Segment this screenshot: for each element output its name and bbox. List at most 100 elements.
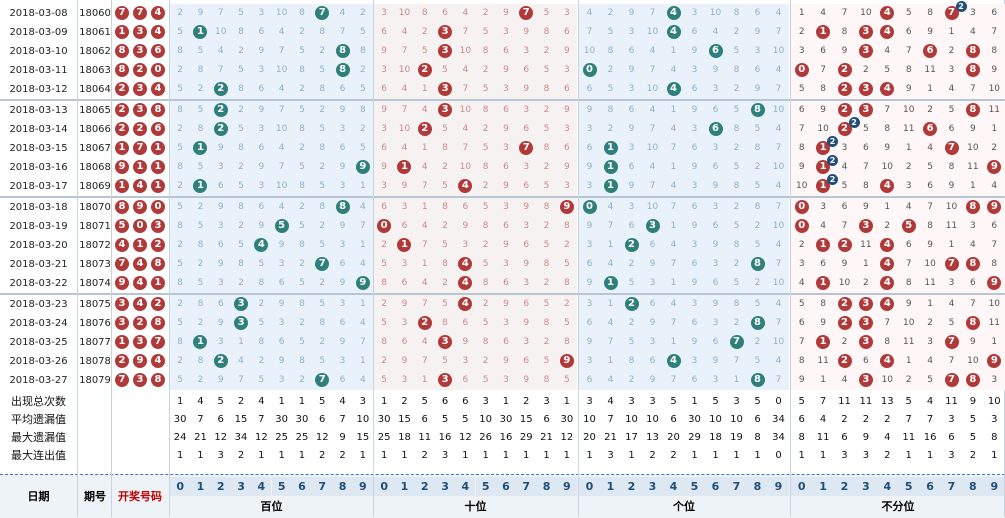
omission-value: 7 [421, 181, 428, 191]
omission-value: 5 [197, 105, 204, 115]
omission-value: 6 [712, 162, 719, 172]
omission-value: 3 [691, 299, 698, 309]
hit-ball: 7 [729, 335, 744, 349]
hit-ball: 7 [944, 257, 959, 271]
stat-value: 30 [688, 414, 701, 425]
stat-value: 7 [197, 414, 204, 425]
hit-ball: 3 [438, 44, 453, 58]
stat-value: 6 [948, 432, 955, 443]
omission-value: 9 [905, 299, 912, 309]
digit-header: 8 [747, 477, 768, 496]
omission-value: 10 [275, 181, 288, 191]
omission-value: 4 [421, 105, 428, 115]
omission-value: 3 [401, 202, 408, 212]
stat-value: 7 [258, 414, 265, 425]
digit-header: 8 [962, 477, 984, 496]
omission-value: 5 [442, 356, 448, 366]
draw-ball: 9 [133, 354, 147, 368]
omission-value: 7 [607, 221, 614, 231]
stat-value: 10 [625, 414, 638, 425]
omission-value: 3 [217, 278, 224, 288]
row-issue: 18074 [79, 278, 111, 289]
omission-value: 6 [712, 221, 719, 231]
omission-value: 5 [543, 299, 550, 309]
hit-ball: 9 [355, 276, 370, 290]
hit-ball: 1 [603, 160, 618, 174]
hit-ball: 2 [837, 122, 852, 136]
hit-ball: 1 [816, 238, 831, 252]
omission-value: 4 [607, 318, 614, 328]
stat-value: 17 [625, 432, 638, 443]
omission-value: 4 [401, 27, 408, 37]
omission-value: 1 [948, 240, 955, 250]
omission-value: 7 [775, 84, 782, 94]
omission-value: 2 [733, 84, 740, 94]
omission-value: 8 [177, 105, 184, 115]
omission-value: 8 [798, 143, 805, 153]
row-date: 2018-03-24 [9, 318, 68, 329]
omission-value: 7 [462, 84, 469, 94]
omission-value: 4 [775, 240, 782, 250]
omission-value: 1 [421, 375, 428, 385]
hit-ball: 4 [666, 25, 681, 39]
digit-header: 3 [434, 477, 456, 496]
hit-ball: 3 [858, 103, 873, 117]
group-background [791, 42, 1005, 61]
omission-value: 8 [991, 46, 998, 56]
omission-value: 9 [820, 105, 826, 115]
hit-ball: 3 [438, 25, 453, 39]
omission-value: 3 [970, 221, 976, 231]
omission-value: 1 [905, 143, 912, 153]
omission-value: 6 [258, 202, 265, 212]
omission-value: 9 [586, 221, 593, 231]
stat-value: 29 [688, 432, 701, 443]
omission-value: 3 [649, 278, 656, 288]
omission-value: 1 [733, 375, 740, 385]
omission-value: 4 [462, 65, 469, 75]
hit-ball: 5 [901, 219, 916, 233]
omission-value: 9 [339, 278, 346, 288]
omission-value: 1 [421, 259, 428, 269]
omission-value: 7 [339, 27, 346, 37]
omission-value: 9 [691, 337, 698, 347]
omission-value: 2 [798, 240, 805, 250]
omission-value: 10 [398, 8, 411, 18]
draw-ball: 1 [115, 179, 129, 193]
hit-ball: 2 [837, 103, 852, 117]
stat-value: 1 [754, 450, 761, 461]
omission-value: 6 [381, 143, 388, 153]
stat-value: 21 [540, 432, 553, 443]
hit-ball: 3 [438, 335, 453, 349]
omission-value: 2 [359, 8, 366, 18]
omission-value: 4 [884, 46, 891, 56]
digit-header: 1 [812, 477, 834, 496]
stat-value: 19 [730, 432, 743, 443]
omission-value: 5 [381, 259, 388, 269]
omission-value: 8 [482, 221, 489, 231]
draw-ball: 1 [115, 25, 129, 39]
hit-ball: 8 [750, 316, 765, 330]
hit-ball: 7 [944, 6, 959, 20]
omission-value: 7 [905, 259, 912, 269]
stat-value: 15 [398, 414, 411, 425]
omission-value: 6 [905, 27, 912, 37]
omission-value: 9 [628, 8, 635, 18]
omission-value: 8 [299, 356, 305, 366]
omission-value: 7 [217, 8, 224, 18]
omission-value: 1 [884, 202, 891, 212]
stat-label: 最大连出值 [11, 449, 66, 462]
omission-value: 1 [607, 240, 614, 250]
omission-value: 4 [607, 202, 614, 212]
omission-value: 7 [905, 46, 912, 56]
omission-value: 7 [359, 221, 366, 231]
digit-header: 2 [833, 477, 856, 496]
omission-value: 7 [462, 143, 469, 153]
stat-value: 8 [991, 432, 998, 443]
hit-ball: 6 [708, 44, 723, 58]
omission-value: 3 [905, 181, 912, 191]
omission-value: 6 [991, 8, 998, 18]
omission-value: 2 [299, 84, 305, 94]
hit-ball: 9 [987, 276, 1002, 290]
draw-ball: 2 [151, 297, 165, 311]
omission-value: 9 [712, 356, 719, 366]
